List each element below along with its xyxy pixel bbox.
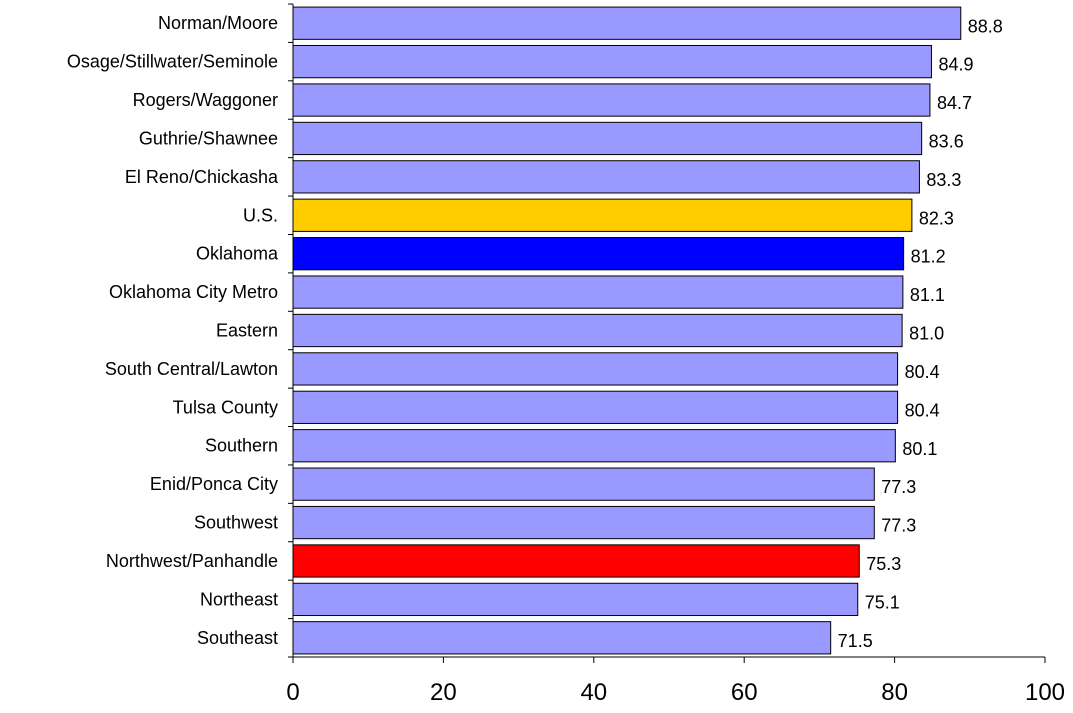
category-label: Southwest bbox=[194, 513, 278, 533]
category-labels: Norman/Moore Osage/Stillwater/Seminole Rog… bbox=[67, 13, 279, 648]
bar bbox=[292, 198, 913, 232]
value-labels: 88.8 84.9 84.7 83.6 83.3 82.3 81.2 81.1 81.0 80.4… bbox=[838, 16, 1003, 651]
value-label: 83.3 bbox=[926, 170, 961, 190]
category-label: Northeast bbox=[200, 589, 278, 609]
value-label: 88.8 bbox=[968, 16, 1003, 36]
bar bbox=[292, 44, 932, 79]
bar bbox=[292, 505, 875, 540]
bar bbox=[292, 237, 905, 271]
category-label: Oklahoma City Metro bbox=[109, 282, 278, 302]
category-label: Southern bbox=[205, 436, 278, 456]
bar bbox=[292, 390, 899, 424]
x-ticks: 0 20 40 60 80 100 bbox=[286, 657, 1065, 706]
bar bbox=[292, 544, 860, 578]
category-label: Northwest/Panhandle bbox=[106, 551, 278, 571]
bar bbox=[292, 467, 875, 501]
value-label: 81.1 bbox=[910, 285, 945, 305]
value-label: 71.5 bbox=[838, 631, 873, 651]
x-tick-label: 80 bbox=[881, 679, 908, 706]
value-label: 75.3 bbox=[866, 554, 901, 574]
bar bbox=[292, 6, 962, 40]
bar bbox=[292, 275, 904, 309]
category-label: Rogers/Waggoner bbox=[133, 90, 278, 110]
value-label: 82.3 bbox=[919, 208, 954, 228]
value-label: 80.4 bbox=[905, 362, 940, 382]
category-label: Enid/Ponca City bbox=[150, 474, 278, 494]
bar bbox=[292, 83, 931, 117]
value-label: 80.4 bbox=[905, 400, 940, 420]
category-label: Norman/Moore bbox=[158, 13, 278, 33]
category-label: U.S. bbox=[243, 205, 278, 225]
value-label: 81.2 bbox=[911, 247, 946, 267]
bar bbox=[292, 621, 832, 655]
category-label: South Central/Lawton bbox=[105, 359, 278, 379]
category-label: Guthrie/Shawnee bbox=[139, 128, 278, 148]
bars-group bbox=[292, 6, 962, 655]
bar bbox=[292, 160, 920, 194]
value-label: 75.1 bbox=[865, 592, 900, 612]
value-label: 80.1 bbox=[902, 439, 937, 459]
x-tick-label: 0 bbox=[286, 679, 299, 706]
category-label: El Reno/Chickasha bbox=[125, 167, 279, 187]
bar bbox=[292, 429, 896, 463]
x-tick-label: 60 bbox=[731, 679, 758, 706]
x-tick-label: 40 bbox=[580, 679, 607, 706]
value-label: 81.0 bbox=[909, 324, 944, 344]
x-tick-label: 100 bbox=[1025, 679, 1065, 706]
category-label: Oklahoma bbox=[196, 244, 279, 264]
value-label: 83.6 bbox=[929, 132, 964, 152]
category-label: Osage/Stillwater/Seminole bbox=[67, 52, 278, 72]
bar bbox=[292, 582, 859, 617]
category-label: Eastern bbox=[216, 321, 278, 341]
value-label: 77.3 bbox=[881, 477, 916, 497]
value-label: 77.3 bbox=[881, 516, 916, 536]
value-label: 84.9 bbox=[938, 55, 973, 75]
bar bbox=[292, 121, 923, 156]
axes bbox=[288, 3, 1045, 658]
x-tick-label: 20 bbox=[430, 679, 457, 706]
bar bbox=[292, 313, 903, 348]
bar bbox=[292, 352, 899, 386]
category-label: Southeast bbox=[197, 628, 278, 648]
value-label: 84.7 bbox=[937, 93, 972, 113]
category-label: Tulsa County bbox=[173, 397, 278, 417]
